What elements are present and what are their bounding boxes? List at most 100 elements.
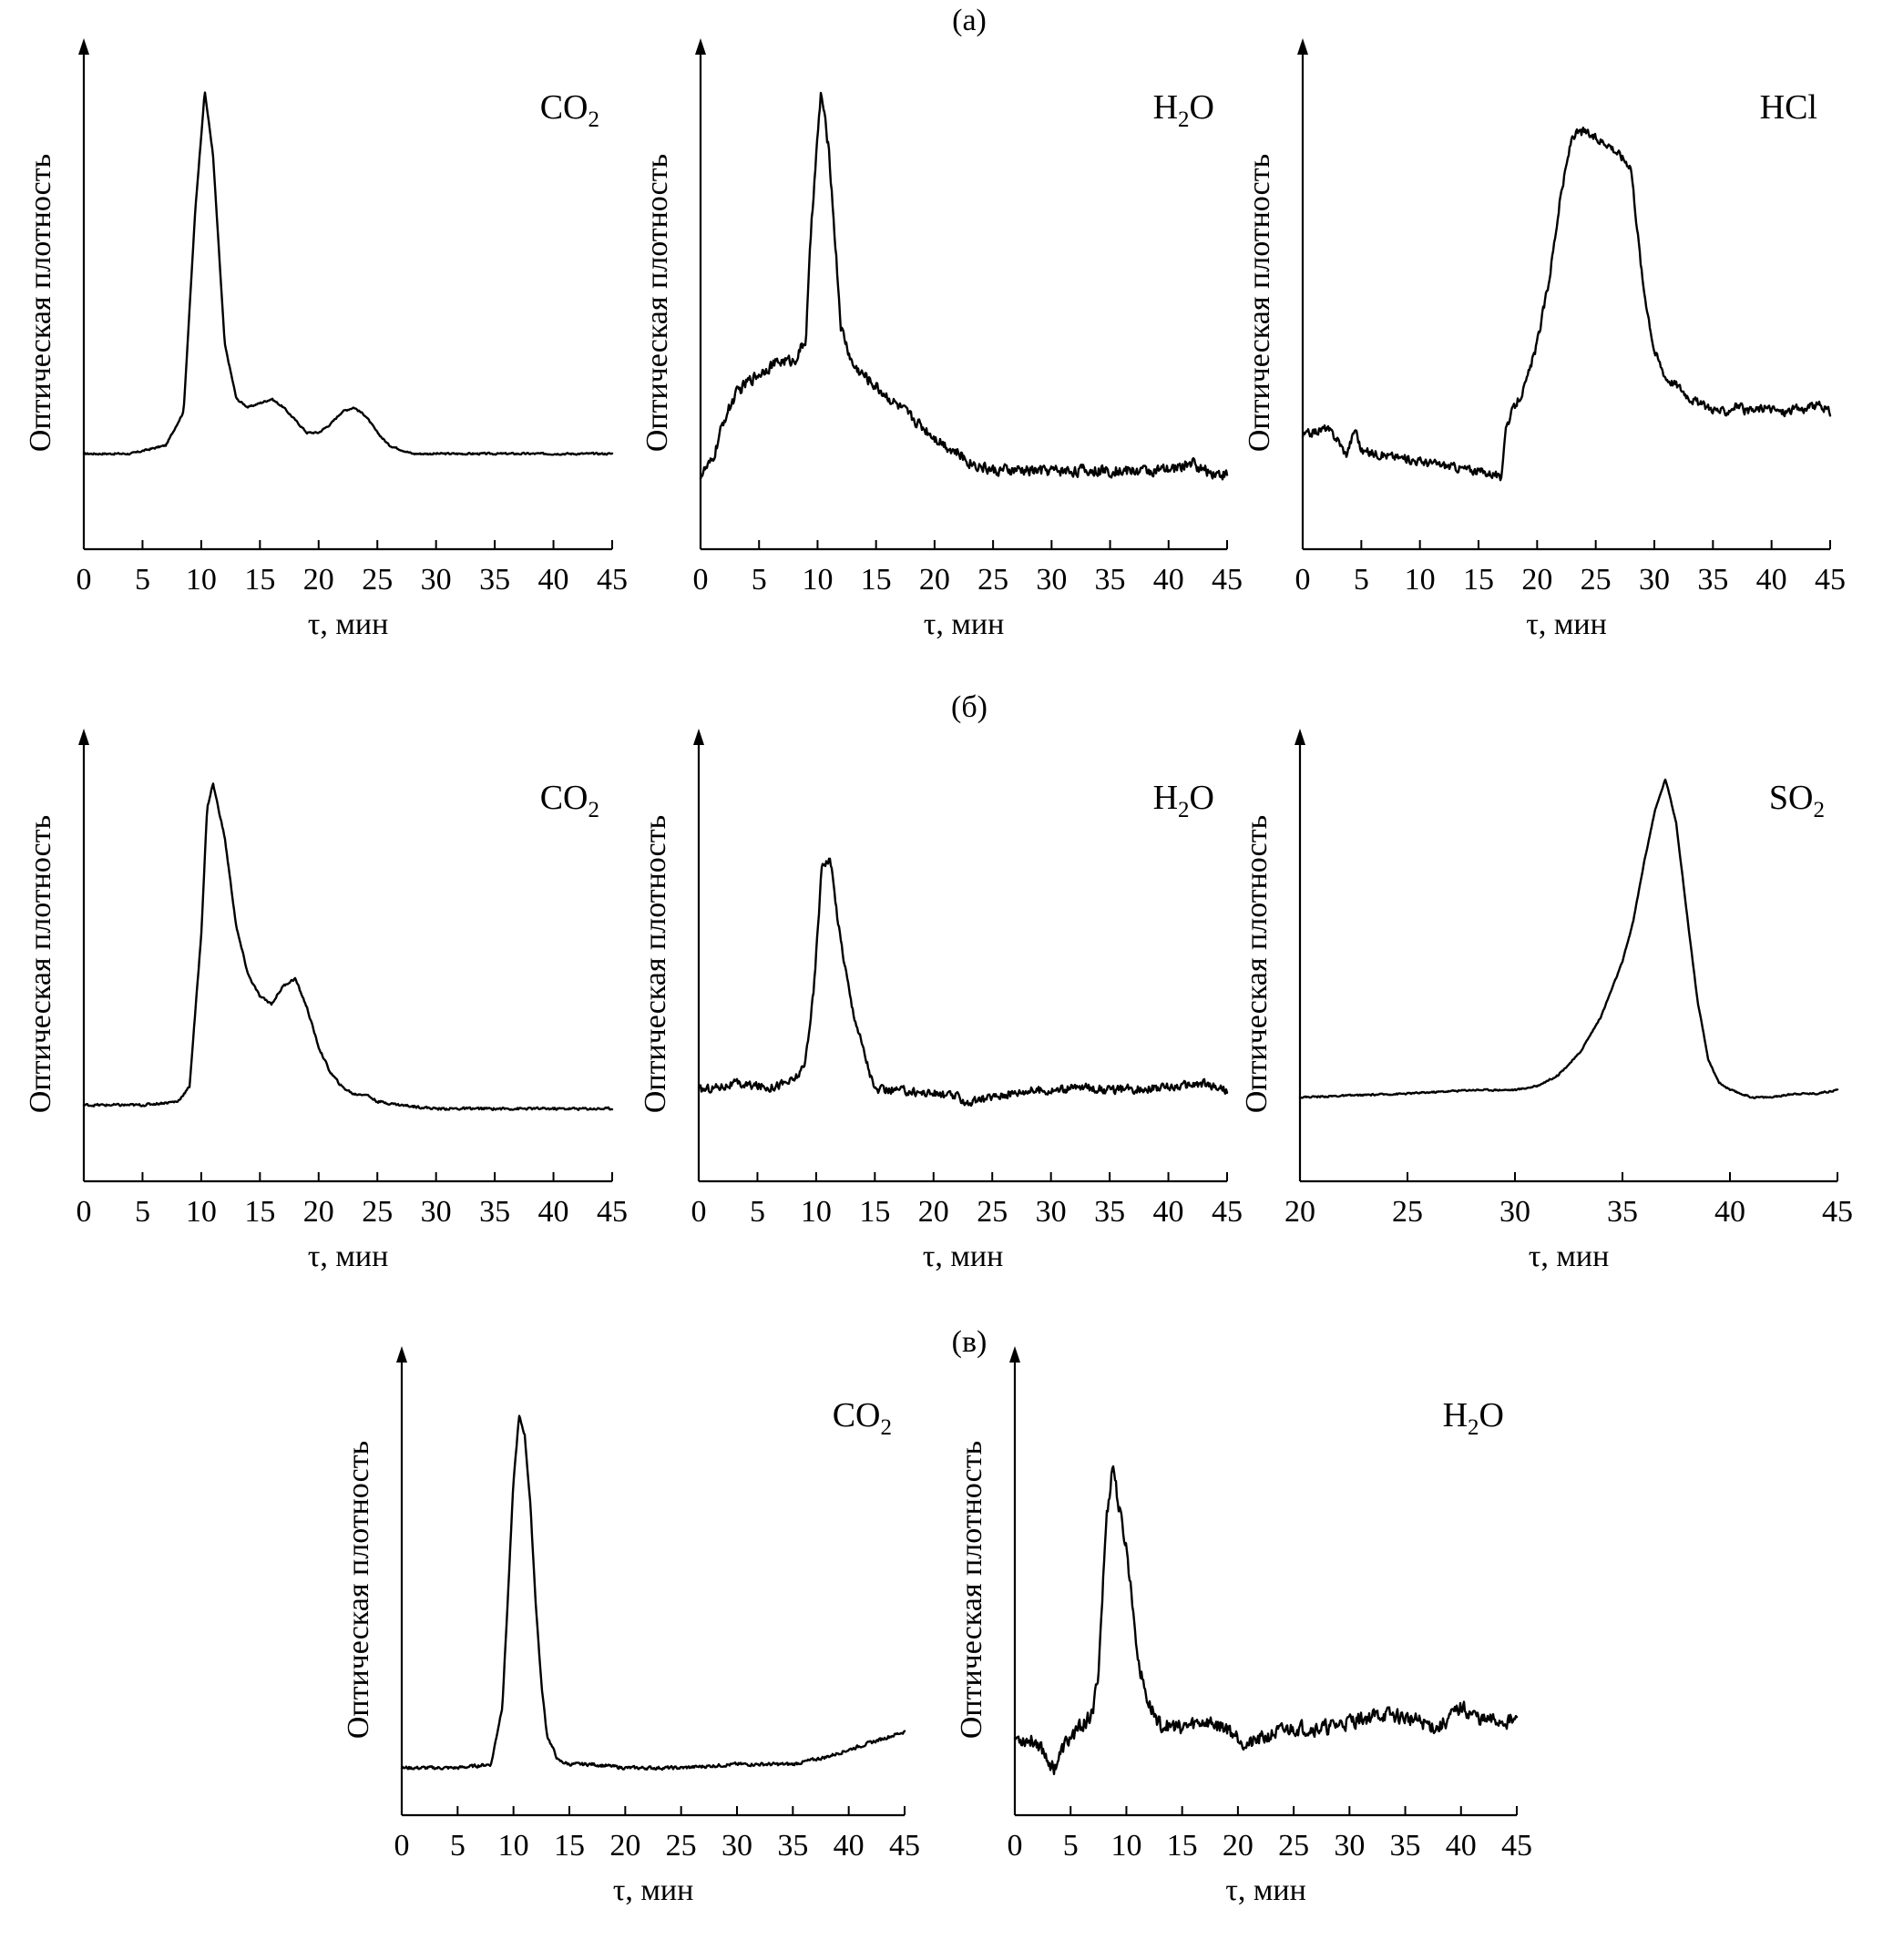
x-tick-label: 35 (1390, 1829, 1421, 1863)
x-tick-label: 0 (1295, 563, 1311, 597)
x-tick-label: 15 (1167, 1829, 1198, 1863)
x-tick-label: 30 (1639, 563, 1670, 597)
x-tick-label: 0 (691, 1195, 707, 1229)
y-axis-title: Оптическая плотность (342, 1441, 375, 1739)
y-axis-arrow (1295, 729, 1305, 745)
x-tick-label: 15 (244, 563, 275, 597)
x-axis-title: τ, мин (923, 1240, 1004, 1273)
x-tick-label: 30 (1036, 1195, 1067, 1229)
x-tick-label: 0 (693, 563, 709, 597)
y-axis-title: Оптическая плотность (640, 154, 674, 452)
x-tick-label: 45 (1212, 563, 1243, 597)
x-axis-title: τ, мин (1225, 1873, 1306, 1907)
y-axis-title: Оптическая плотность (1243, 154, 1276, 452)
y-axis-title: Оптическая плотность (24, 154, 57, 452)
x-tick-label: 25 (977, 563, 1008, 597)
x-tick-label: 5 (750, 1195, 765, 1229)
series-line (400, 1414, 906, 1771)
series-label: HCl (1760, 88, 1817, 127)
x-tick-label: 20 (919, 563, 950, 597)
x-tick-label: 35 (1094, 1195, 1125, 1229)
x-axis-title: τ, мин (1526, 607, 1607, 641)
series-line (1298, 778, 1839, 1100)
y-axis-arrow (78, 38, 89, 55)
x-tick-label: 15 (554, 1829, 585, 1863)
x-tick-label: 20 (303, 563, 334, 597)
x-tick-label: 15 (244, 1195, 275, 1229)
y-axis-arrow (693, 729, 704, 745)
x-tick-label: 20 (609, 1829, 640, 1863)
series-line (82, 91, 614, 456)
group-label-v: (в) (952, 1325, 988, 1359)
y-axis-arrow (396, 1346, 407, 1363)
x-tick-label: 35 (1607, 1195, 1638, 1229)
x-tick-label: 40 (1714, 1195, 1745, 1229)
x-tick-label: 5 (752, 563, 767, 597)
series-line (82, 782, 614, 1112)
x-axis-title: τ, мин (308, 607, 389, 641)
x-tick-label: 40 (538, 563, 569, 597)
x-tick-label: 15 (1463, 563, 1494, 597)
x-tick-label: 45 (1212, 1195, 1243, 1229)
x-tick-label: 40 (834, 1829, 865, 1863)
x-tick-label: 30 (421, 1195, 452, 1229)
x-tick-label: 30 (421, 563, 452, 597)
x-tick-label: 25 (1278, 1829, 1309, 1863)
x-tick-label: 30 (721, 1829, 752, 1863)
x-axis-title: τ, мин (613, 1873, 694, 1907)
x-tick-label: 40 (538, 1195, 569, 1229)
x-axis-title: τ, мин (1529, 1240, 1610, 1273)
x-tick-label: 30 (1499, 1195, 1530, 1229)
x-tick-label: 30 (1036, 563, 1067, 597)
x-tick-label: 5 (1354, 563, 1369, 597)
x-tick-label: 35 (1697, 563, 1728, 597)
x-tick-label: 45 (1822, 1195, 1853, 1229)
x-tick-label: 45 (1501, 1829, 1532, 1863)
x-tick-label: 35 (479, 1195, 510, 1229)
x-axis-title: τ, мин (924, 607, 1005, 641)
series-label: H2O (1443, 1396, 1504, 1440)
x-tick-label: 20 (1521, 563, 1552, 597)
x-tick-label: 5 (450, 1829, 466, 1863)
x-tick-label: 20 (918, 1195, 949, 1229)
x-tick-label: 25 (362, 563, 393, 597)
x-tick-label: 10 (801, 1195, 832, 1229)
series-line (697, 857, 1229, 1108)
x-tick-label: 10 (186, 1195, 217, 1229)
x-tick-label: 15 (859, 1195, 890, 1229)
chart-panel-2: 0 5 10 15 20 25 30 35 40 45 τ, мин Оптическая плотн… (640, 38, 1243, 641)
x-tick-label: 25 (1581, 563, 1612, 597)
x-tick-label: 45 (597, 563, 628, 597)
series-label: CO2 (540, 88, 599, 132)
chart-panel-5: 0 5 10 15 20 25 30 35 40 45 τ, мин Оптическая плотн… (639, 729, 1243, 1273)
y-axis-arrow (1009, 1346, 1020, 1363)
x-tick-label: 10 (802, 563, 833, 597)
x-tick-label: 20 (1223, 1829, 1254, 1863)
x-axis-title: τ, мин (308, 1240, 389, 1273)
x-tick-label: 5 (135, 563, 150, 597)
x-tick-label: 45 (1815, 563, 1846, 597)
chart-panel-8: 0 5 10 15 20 25 30 35 40 45 τ, мин Оптическая плотн… (955, 1346, 1532, 1907)
x-tick-label: 45 (597, 1195, 628, 1229)
y-axis-title: Оптическая плотность (1240, 815, 1274, 1113)
x-tick-label: 40 (1446, 1829, 1477, 1863)
y-axis-title: Оптическая плотность (24, 815, 57, 1113)
x-tick-label: 10 (1110, 1829, 1141, 1863)
y-axis-title: Оптическая плотность (639, 815, 672, 1113)
x-tick-label: 20 (303, 1195, 334, 1229)
x-tick-label: 20 (1284, 1195, 1315, 1229)
x-tick-label: 35 (1095, 563, 1126, 597)
x-tick-label: 0 (77, 1195, 92, 1229)
x-tick-label: 5 (1063, 1829, 1079, 1863)
x-tick-label: 40 (1153, 1195, 1184, 1229)
chart-panel-7: 0 5 10 15 20 25 30 35 40 45 τ, мин Оптическая плотн… (342, 1346, 920, 1907)
series-label: CO2 (540, 779, 599, 822)
x-tick-label: 25 (1392, 1195, 1423, 1229)
x-tick-label: 40 (1153, 563, 1184, 597)
x-tick-label: 25 (666, 1829, 697, 1863)
x-tick-label: 5 (135, 1195, 150, 1229)
x-tick-label: 10 (186, 563, 217, 597)
chart-panel-3: 0 5 10 15 20 25 30 35 40 45 τ, мин Оптическая плотн… (1243, 38, 1846, 641)
series-label: CO2 (833, 1396, 892, 1440)
